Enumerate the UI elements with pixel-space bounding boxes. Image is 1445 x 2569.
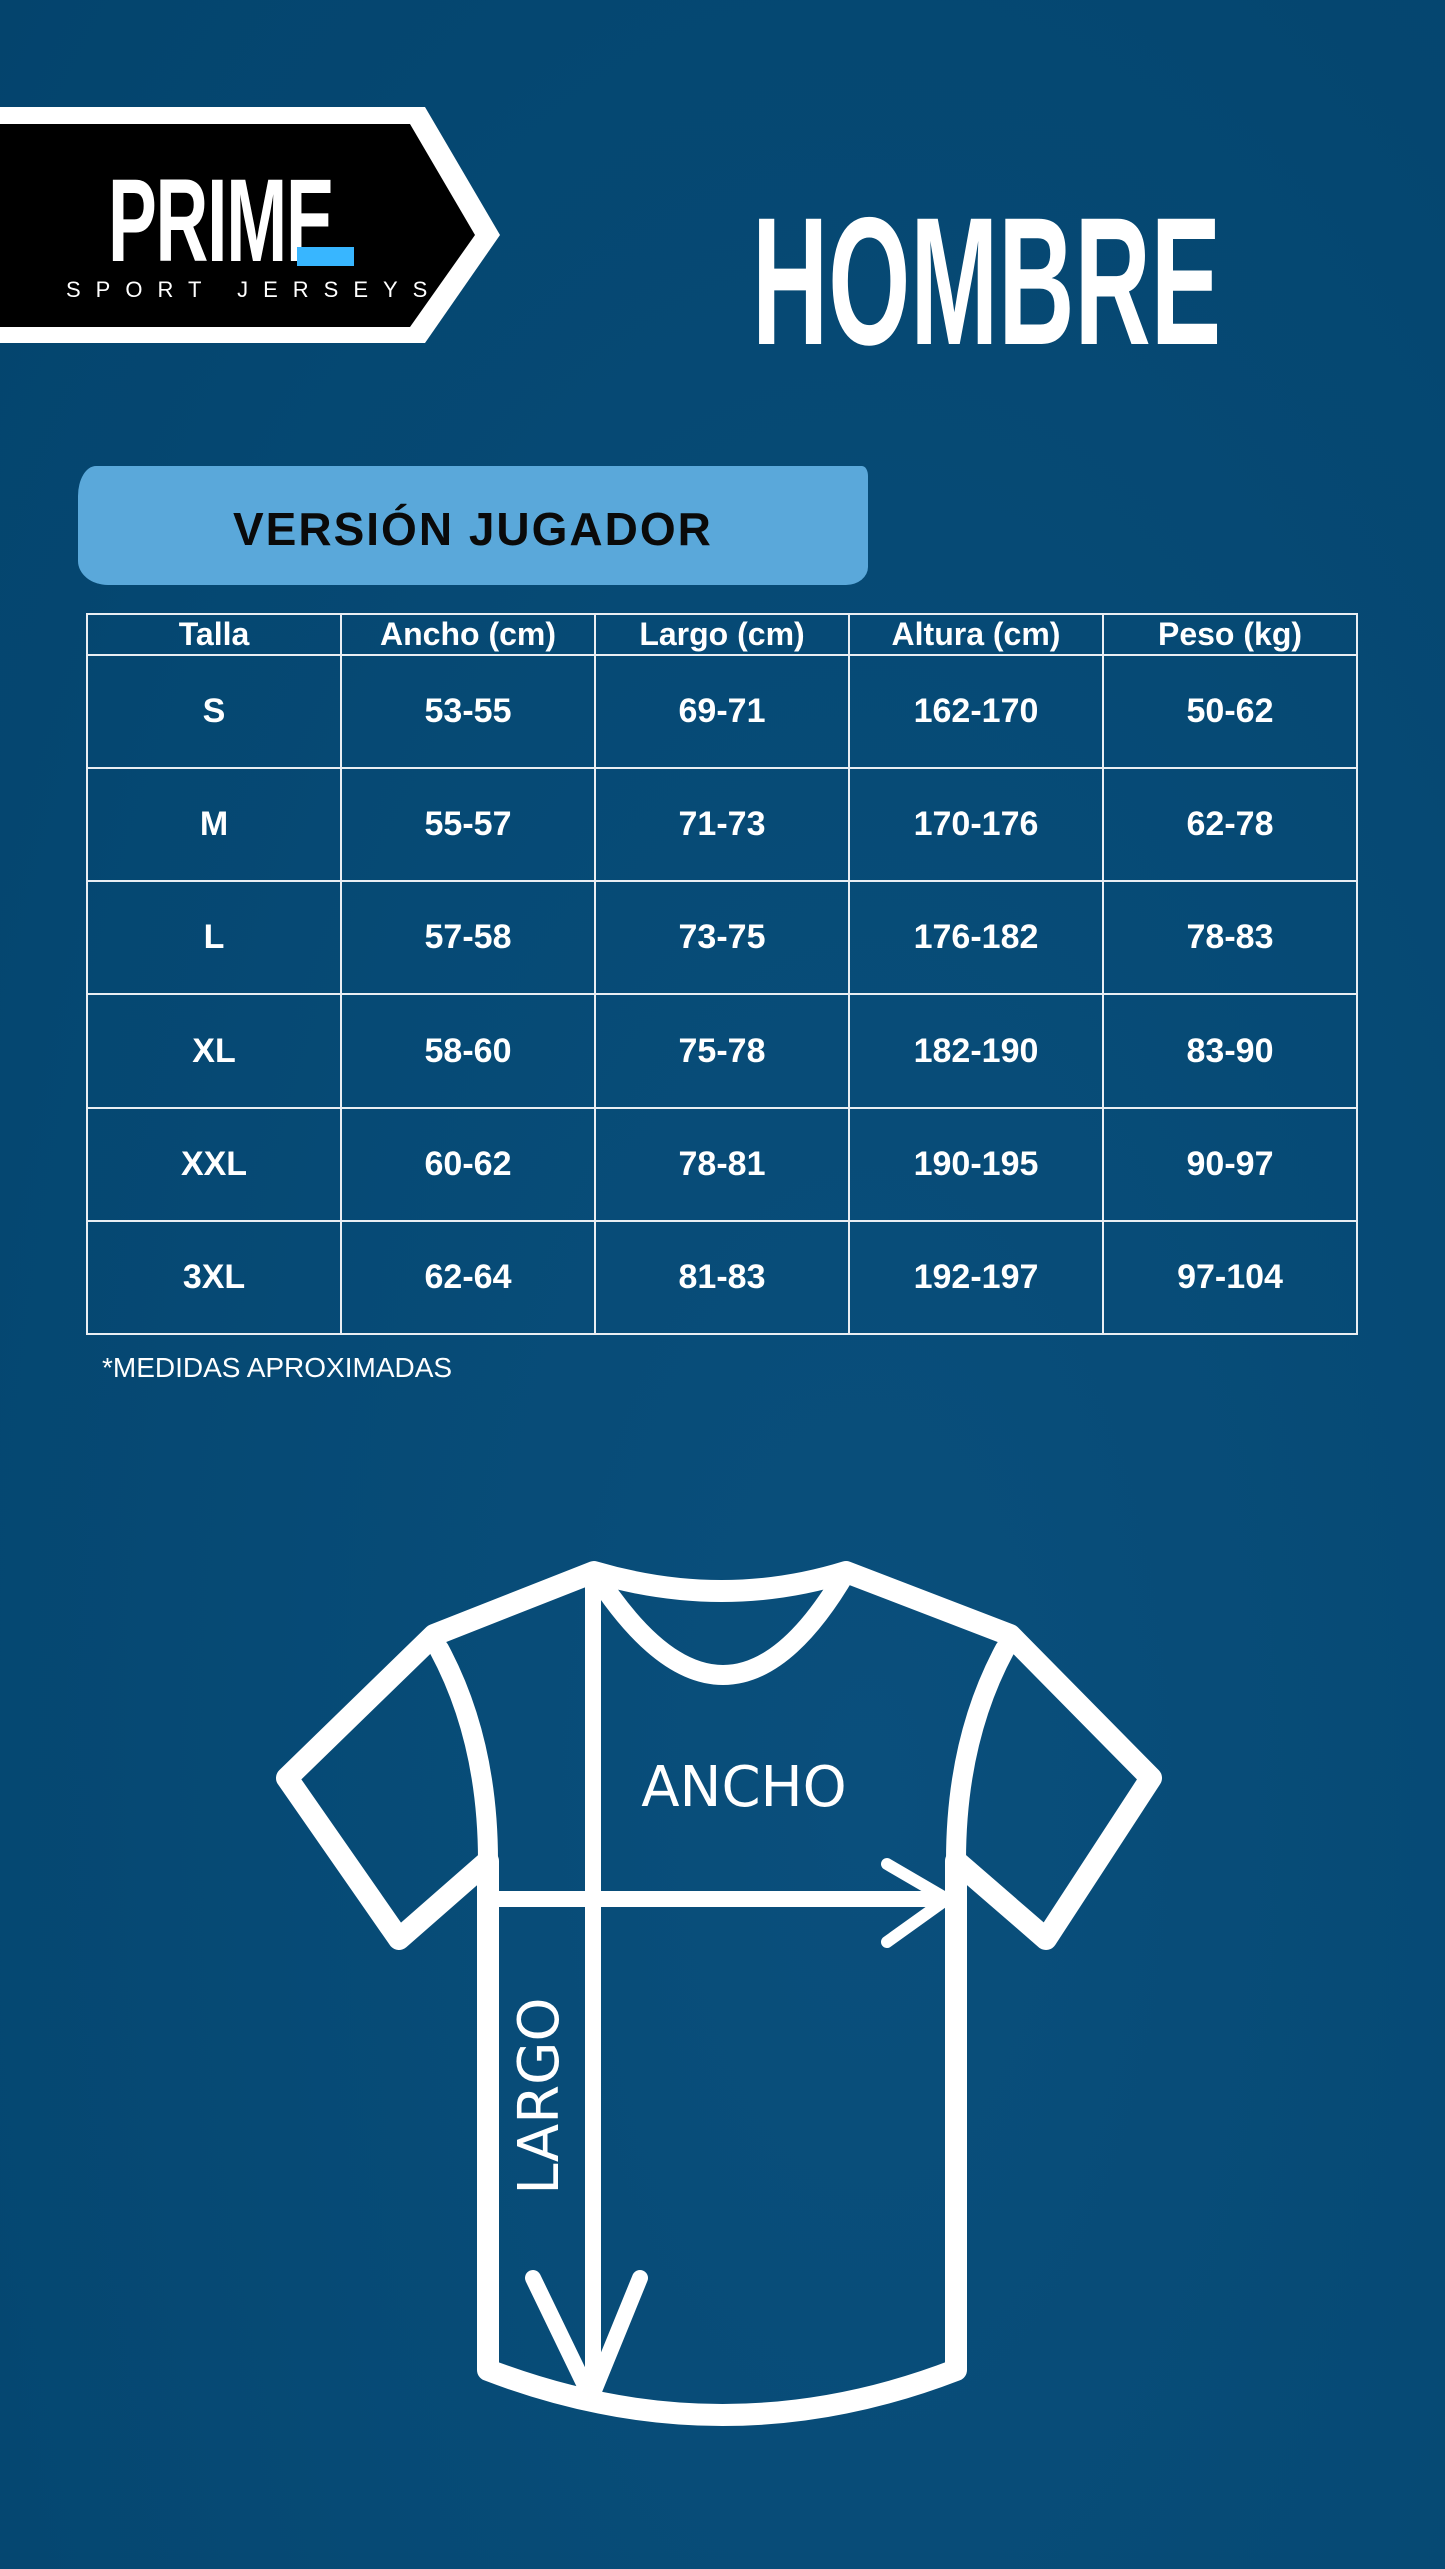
table-cell: 57-58 [340, 880, 596, 996]
table-cell: 55-57 [340, 767, 596, 883]
table-cell: 69-71 [594, 653, 850, 770]
shirt-armhole-left [429, 1639, 498, 1871]
table-row: L 57-58 73-75 176-182 78-83 [86, 880, 1358, 996]
table-cell: 78-83 [1102, 880, 1358, 996]
width-arrowhead [881, 1858, 953, 1948]
table-cell: 62-64 [340, 1219, 596, 1336]
table-cell: XXL [86, 1106, 342, 1222]
table-row: S 53-55 69-71 162-170 50-62 [86, 653, 1358, 770]
table-cell: 162-170 [848, 653, 1104, 770]
table-row: XL 58-60 75-78 182-190 83-90 [86, 993, 1358, 1109]
table-cell: 73-75 [594, 880, 850, 996]
version-label: VERSIÓN JUGADOR [233, 503, 713, 555]
table-cell: M [86, 767, 342, 883]
table-cell: 62-78 [1102, 767, 1358, 883]
table-header-row: Talla Ancho (cm) Largo (cm) Altura (cm) … [86, 613, 1358, 656]
table-cell: 50-62 [1102, 653, 1358, 770]
version-banner: VERSIÓN JUGADOR [78, 466, 868, 585]
table-cell: 176-182 [848, 880, 1104, 996]
table-cell: XL [86, 993, 342, 1109]
table-row: M 55-57 71-73 170-176 62-78 [86, 767, 1358, 883]
length-arrowhead [525, 2270, 648, 2406]
table-cell: 190-195 [848, 1106, 1104, 1222]
brand-logo-text: PRIME [108, 155, 335, 287]
table-cell: 81-83 [594, 1219, 850, 1336]
approx-note: *MEDIDAS APROXIMADAS [102, 1352, 453, 1383]
table-cell: 78-81 [594, 1106, 850, 1222]
table-cell: 71-73 [594, 767, 850, 883]
table-cell: 182-190 [848, 993, 1104, 1109]
length-label: LARGO [507, 1997, 572, 2194]
header-talla: Talla [86, 613, 342, 656]
table-cell: 192-197 [848, 1219, 1104, 1336]
table-row: XXL 60-62 78-81 190-195 90-97 [86, 1106, 1358, 1222]
table-cell: 60-62 [340, 1106, 596, 1222]
header-altura: Altura (cm) [848, 613, 1104, 656]
table-cell: 97-104 [1102, 1219, 1358, 1336]
table-cell: 90-97 [1102, 1106, 1358, 1222]
table-cell: 83-90 [1102, 993, 1358, 1109]
shirt-outline [276, 1561, 1162, 2426]
table-cell: 3XL [86, 1219, 342, 1336]
width-label: ANCHO [641, 1755, 847, 1820]
header-peso: Peso (kg) [1102, 613, 1358, 656]
table-row: 3XL 62-64 81-83 192-197 97-104 [86, 1219, 1358, 1336]
header-ancho: Ancho (cm) [340, 613, 596, 656]
header-largo: Largo (cm) [594, 613, 850, 656]
table-cell: 170-176 [848, 767, 1104, 883]
table-cell: L [86, 880, 342, 996]
brand-accent-bar [297, 247, 354, 266]
brand-tagline: SPORT JERSEYS [66, 277, 443, 302]
size-table: Talla Ancho (cm) Largo (cm) Altura (cm) … [86, 613, 1358, 1336]
table-cell: 58-60 [340, 993, 596, 1109]
logo-banner [0, 107, 500, 343]
table-cell: 53-55 [340, 653, 596, 770]
page-title: HOMBRE [752, 179, 1222, 383]
shirt-collar [584, 1562, 856, 1685]
table-cell: S [86, 653, 342, 770]
table-cell: 75-78 [594, 993, 850, 1109]
shirt-armhole-right [946, 1639, 1015, 1871]
